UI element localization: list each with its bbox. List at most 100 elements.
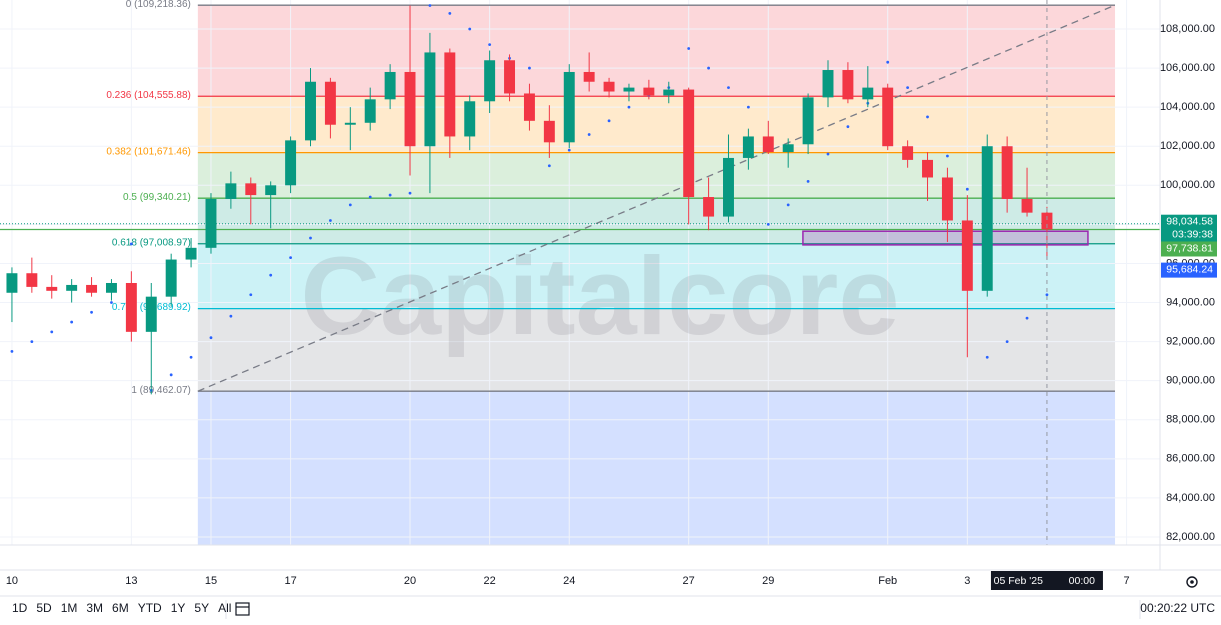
y-tick-label: 86,000.00	[1166, 453, 1215, 465]
price-tag-label: 95,684.24	[1166, 263, 1213, 275]
candle-body	[683, 90, 694, 197]
candle-body	[564, 72, 575, 142]
y-tick-label: 92,000.00	[1166, 336, 1215, 348]
candle-body	[703, 197, 714, 217]
y-tick-label: 106,000.00	[1160, 62, 1215, 74]
candle-body	[305, 82, 316, 141]
candle-body	[504, 60, 515, 93]
sar-dot	[886, 61, 889, 64]
sar-dot	[210, 336, 213, 339]
candle-body	[46, 287, 57, 291]
candle-body	[365, 99, 376, 122]
watermark: Capitalcore	[300, 235, 899, 358]
y-tick-label: 84,000.00	[1166, 492, 1215, 504]
sar-dot	[1026, 317, 1029, 320]
crosshair-time: 00:00	[1069, 575, 1095, 587]
sar-dot	[528, 67, 531, 70]
sar-dot	[130, 243, 133, 246]
sar-dot	[628, 106, 631, 109]
range-button[interactable]: 1M	[61, 601, 78, 615]
range-button[interactable]: YTD	[138, 601, 162, 615]
price-tag-label: 98,034.58	[1166, 215, 1213, 227]
candle-body	[783, 144, 794, 152]
x-tick-label: 10	[6, 575, 18, 587]
y-tick-label: 90,000.00	[1166, 375, 1215, 387]
candle-body	[126, 283, 137, 332]
candle-body	[942, 177, 953, 220]
y-tick-label: 102,000.00	[1160, 140, 1215, 152]
sar-dot	[229, 315, 232, 318]
range-button[interactable]: 3M	[86, 601, 103, 615]
fib-band	[198, 153, 1115, 199]
range-button[interactable]: 5Y	[194, 601, 209, 615]
candle-body	[842, 70, 853, 99]
fib-extension-band	[198, 391, 1115, 545]
candle-body	[962, 220, 973, 290]
sar-dot	[488, 43, 491, 46]
candle-body	[385, 72, 396, 99]
candle-body	[803, 97, 814, 144]
fib-level-label: 0 (109,218.36)	[126, 0, 191, 10]
y-tick-label: 94,000.00	[1166, 296, 1215, 308]
sar-dot	[389, 194, 392, 197]
candle-body	[484, 60, 495, 101]
candle-body	[225, 183, 236, 199]
sar-dot	[289, 256, 292, 259]
candle-body	[544, 121, 555, 142]
range-button[interactable]: 1D	[12, 601, 28, 615]
candle-body	[285, 140, 296, 185]
range-button[interactable]: 1Y	[171, 601, 186, 615]
sar-dot	[986, 356, 989, 359]
sar-dot	[787, 203, 790, 206]
candle-body	[146, 297, 157, 332]
candle-body	[265, 185, 276, 195]
x-tick-label: 22	[484, 575, 496, 587]
sar-dot	[588, 133, 591, 136]
sar-dot	[50, 330, 53, 333]
sar-dot	[1046, 293, 1049, 296]
candle-body	[524, 93, 535, 120]
y-tick-label: 100,000.00	[1160, 179, 1215, 191]
candle-body	[325, 82, 336, 125]
candle-body	[922, 160, 933, 178]
range-button[interactable]: All	[218, 601, 231, 615]
candle-body	[823, 70, 834, 97]
fib-level-label: 0.618 (97,008.97)	[112, 237, 191, 248]
x-tick-label: 27	[683, 575, 695, 587]
sar-dot	[807, 180, 810, 183]
sar-dot	[409, 192, 412, 195]
sar-dot	[827, 153, 830, 156]
candle-body	[186, 248, 197, 260]
candle-body	[862, 88, 873, 100]
candle-body	[743, 136, 754, 157]
candle-body	[86, 285, 97, 293]
candle-body	[623, 88, 634, 92]
sar-dot	[448, 12, 451, 15]
settings-icon-dot[interactable]	[1190, 580, 1194, 584]
sar-dot	[548, 164, 551, 167]
x-tick-label: 29	[762, 575, 774, 587]
sar-dot	[269, 274, 272, 277]
candle-body	[663, 90, 674, 96]
sar-dot	[309, 237, 312, 240]
crosshair-date: Wed 05 Feb '25	[969, 575, 1043, 587]
candle-body	[464, 101, 475, 136]
sar-dot	[946, 155, 949, 158]
sar-dot	[608, 119, 611, 122]
candle-body	[763, 136, 774, 152]
sar-dot	[249, 293, 252, 296]
sar-dot	[568, 149, 571, 152]
sar-dot	[70, 321, 73, 324]
sar-dot	[747, 106, 750, 109]
sar-dot	[727, 86, 730, 89]
y-tick-label: 108,000.00	[1160, 23, 1215, 35]
candle-body	[345, 123, 356, 125]
range-button[interactable]: 5D	[36, 601, 52, 615]
sar-dot	[966, 188, 969, 191]
candle-body	[106, 283, 117, 293]
x-tick-label: 7	[1123, 575, 1129, 587]
x-tick-label: 17	[284, 575, 296, 587]
x-tick-label: 20	[404, 575, 416, 587]
candle-body	[584, 72, 595, 82]
range-button[interactable]: 6M	[112, 601, 129, 615]
